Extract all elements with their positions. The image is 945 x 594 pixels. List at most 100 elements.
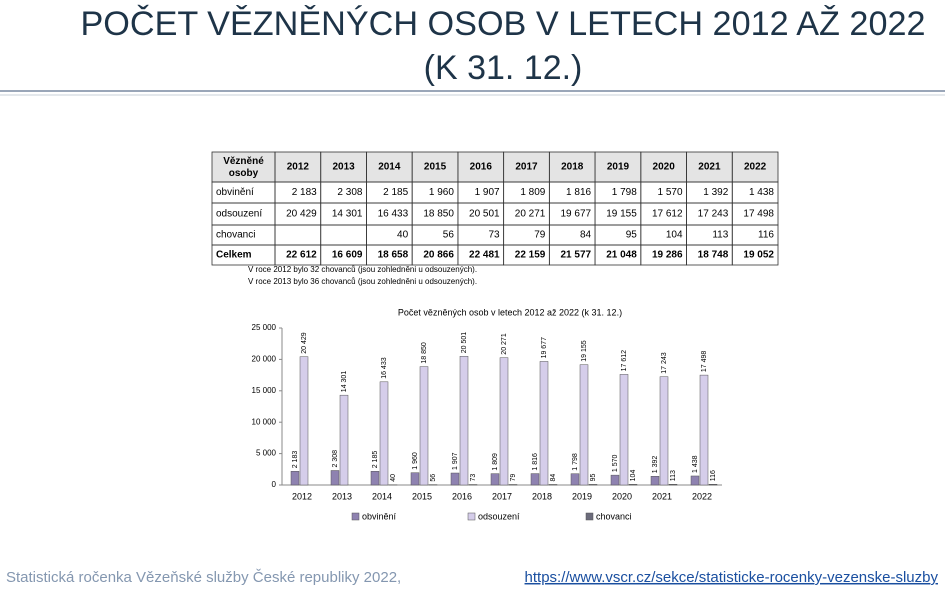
table-cell-text: 19 677 <box>560 209 591 220</box>
table-cell-text: 17 498 <box>743 209 774 220</box>
table-cell-text: 1 392 <box>703 187 728 198</box>
table-cell-text: 18 850 <box>423 209 454 220</box>
data-label: 20 271 <box>501 333 508 355</box>
x-tick-label: 2018 <box>532 491 552 501</box>
data-label: 2 308 <box>332 450 339 468</box>
bar <box>530 473 540 486</box>
x-tick-label: 2017 <box>492 491 512 501</box>
x-tick-label: 2022 <box>692 491 712 501</box>
data-label: 20 501 <box>461 332 468 354</box>
table-header-cell: 2017 <box>515 162 538 173</box>
table-cell-text: Celkem <box>216 250 252 261</box>
table-header-cell: 2014 <box>378 162 401 173</box>
bar <box>610 474 620 486</box>
bar <box>410 472 420 486</box>
table-cell <box>731 244 779 266</box>
table-cell-text: 20 866 <box>423 250 454 261</box>
bar <box>650 476 660 486</box>
bar <box>299 356 309 486</box>
data-label: 84 <box>550 474 557 482</box>
y-tick-label: 15 000 <box>252 386 277 395</box>
data-label: 95 <box>590 474 597 482</box>
y-tick-label: 10 000 <box>252 417 277 426</box>
y-tick-label: 0 <box>272 480 277 489</box>
bar <box>628 484 638 486</box>
table: Vězněné osoby 2012 2013 2014 2015 2016 2017 2018… <box>211 151 779 266</box>
note: V roce 2012 bylo 32 chovanců (jsou zohle… <box>248 265 477 274</box>
table-cell-text: 22 612 <box>286 250 317 261</box>
legend-label: chovanci <box>596 511 632 521</box>
table-header-cell: 2019 <box>607 162 630 173</box>
table-cell-text: 17 243 <box>698 209 729 220</box>
table-header-cell: 2021 <box>698 162 721 173</box>
table-cell-text: 1 809 <box>520 187 545 198</box>
data-label: 56 <box>430 474 437 482</box>
legend-swatch <box>585 512 594 521</box>
data-label: 18 850 <box>421 342 428 364</box>
table-cell-text: 1 570 <box>658 187 683 198</box>
footer-text: Statistická ročenka Vězeňské služby Česk… <box>6 569 401 586</box>
header-bg <box>212 152 778 182</box>
x-tick-label: 2021 <box>652 491 672 501</box>
x-tick-label: 2013 <box>332 491 352 501</box>
bar <box>330 470 340 486</box>
data-label: 19 677 <box>541 337 548 359</box>
bar <box>690 475 700 486</box>
table-cell-text: odsouzení <box>216 209 262 220</box>
bar <box>499 357 509 486</box>
table-header-cell: 2016 <box>470 162 493 173</box>
data-label: 16 433 <box>381 357 388 379</box>
bar <box>699 374 709 486</box>
table-cell-text: 73 <box>489 230 501 241</box>
data-label: 1 392 <box>652 456 659 474</box>
table-cell-text: 1 816 <box>566 187 591 198</box>
legend-swatch <box>467 512 476 521</box>
title: (K 31. 12.) <box>424 49 583 87</box>
table-cell-text: 1 798 <box>612 187 637 198</box>
table-cell-text: 20 429 <box>286 209 317 220</box>
data-label: 1 798 <box>572 453 579 471</box>
table-cell-text: 21 577 <box>560 250 591 261</box>
table-cell-text: 2 183 <box>292 187 317 198</box>
x-tick-label: 2016 <box>452 491 472 501</box>
bar <box>708 484 718 486</box>
data-label: 73 <box>470 474 477 482</box>
data-label: 1 960 <box>412 452 419 470</box>
table-header-cell: 2013 <box>332 162 355 173</box>
table-cell-text: 20 271 <box>515 209 546 220</box>
table-cell-text: 22 159 <box>515 250 546 261</box>
data-label: 2 183 <box>292 451 299 469</box>
y-tick-label: 5 000 <box>256 449 277 458</box>
table-cell-text: 16 609 <box>332 250 363 261</box>
data-label: 14 301 <box>341 371 348 393</box>
table-cell-text: 95 <box>626 230 638 241</box>
table-cell-text: 18 658 <box>378 250 409 261</box>
title: POČET VĚZNĚNÝCH OSOB V LETECH 2012 AŽ 20… <box>81 5 926 43</box>
table-cell-text: chovanci <box>216 230 255 241</box>
table-cell-text: 1 960 <box>429 187 454 198</box>
bar <box>490 473 500 486</box>
table-cell-text: 19 286 <box>652 250 683 261</box>
data-label: 79 <box>510 474 517 482</box>
table-cell-text: 2 185 <box>383 187 408 198</box>
table-header-cell: 2015 <box>424 162 447 173</box>
table-cell-text: 19 155 <box>606 209 637 220</box>
data-label: 2 185 <box>372 451 379 469</box>
bar <box>548 484 558 486</box>
bar <box>668 484 678 486</box>
bar <box>370 471 380 486</box>
bar <box>659 376 669 486</box>
data-label: 17 498 <box>701 351 708 373</box>
data-label: 20 429 <box>301 332 308 354</box>
chart-title: Počet vězněných osob v letech 2012 až 20… <box>398 307 622 317</box>
x-tick-label: 2014 <box>372 491 392 501</box>
table-cell-text: 84 <box>580 230 592 241</box>
table-cell-text: 116 <box>758 230 774 241</box>
table-cell-text: obvinění <box>216 187 254 198</box>
table-cell-text: 22 481 <box>469 250 500 261</box>
bar <box>579 364 589 486</box>
footer-link[interactable]: https://www.vscr.cz/sekce/statisticke-ro… <box>525 569 939 586</box>
table-cell-text: 1 907 <box>475 187 500 198</box>
x-tick-label: 2019 <box>572 491 592 501</box>
table-cell-text: 79 <box>534 230 546 241</box>
